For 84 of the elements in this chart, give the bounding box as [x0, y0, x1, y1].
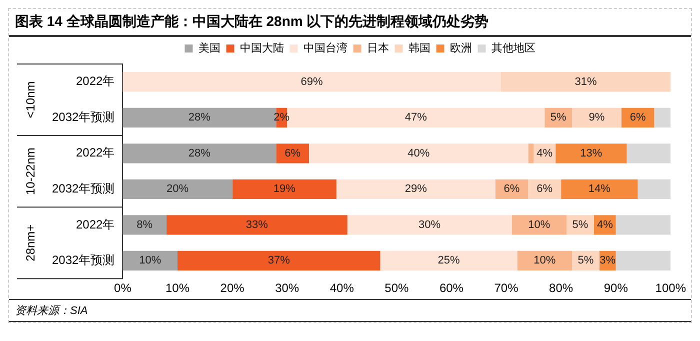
data-label: 19% [273, 183, 296, 196]
x-tick-label: 0% [114, 281, 132, 296]
data-label: 40% [408, 147, 430, 160]
bar [500, 72, 671, 92]
text: 10-22nm [23, 148, 38, 195]
bar [512, 215, 567, 235]
bar [638, 179, 671, 200]
data-label: 3% [600, 254, 616, 267]
bar [654, 108, 671, 128]
x-tick-label: 20% [220, 281, 245, 296]
bar [166, 215, 348, 235]
bar [616, 215, 671, 235]
data-label: 5% [572, 218, 588, 231]
x-tick-label: 30% [275, 281, 300, 296]
legend-label: 美国 [198, 42, 220, 55]
legend-label: 欧洲 [450, 42, 472, 55]
bar [122, 72, 501, 92]
data-label: 28% [188, 147, 211, 160]
data-label: 14% [588, 183, 611, 196]
data-label: 69% [300, 76, 323, 88]
chart-title: 图表 14 全球晶圆制造产能：中国大陆在 28nm 以下的先进制程领域仍处劣势 [9, 9, 691, 37]
data-label: 30% [418, 218, 441, 231]
legend-label: 韩国 [408, 42, 430, 55]
data-label: 10% [534, 254, 556, 267]
data-label: 6% [284, 147, 301, 160]
data-label: 29% [404, 183, 428, 196]
text: <10nm [23, 81, 38, 118]
bar [572, 108, 622, 128]
x-tick-label: 70% [494, 281, 519, 296]
x-tick-label: 90% [604, 281, 628, 296]
data-label: 4% [536, 147, 553, 160]
legend-label: 日本 [366, 42, 389, 55]
bar [122, 179, 232, 200]
data-label: 6% [536, 183, 553, 196]
data-label: 31% [574, 76, 597, 88]
bar [517, 250, 572, 271]
bar [122, 215, 167, 235]
y-tick-label: 2032年预测 [52, 110, 115, 124]
data-label: 10% [528, 218, 550, 231]
data-label: 47% [404, 112, 428, 124]
data-label: 4% [596, 218, 614, 231]
bar [561, 179, 638, 200]
legend-label: 其他地区 [491, 42, 536, 55]
data-label: 9% [588, 112, 605, 124]
bar [336, 179, 496, 200]
bar [556, 144, 627, 164]
y-tick-label: 2032年预测 [52, 181, 115, 196]
bar [380, 250, 518, 271]
text: 资料来源：SIA [9, 299, 691, 322]
bar [616, 250, 671, 271]
data-label: 25% [438, 254, 460, 267]
data-label: 6% [504, 183, 520, 196]
x-tick-label: 80% [549, 281, 574, 296]
bar [276, 144, 309, 164]
x-tick-label: 60% [439, 281, 464, 296]
bar [122, 144, 276, 164]
data-label: 28% [188, 112, 211, 124]
bar [232, 179, 336, 200]
data-label: 10% [139, 254, 162, 267]
data-label: 6% [630, 112, 646, 124]
data-label: 33% [246, 218, 268, 231]
y-tick-label: 2032年预测 [52, 253, 115, 268]
bar [347, 215, 512, 235]
legend-label: 中国大陆 [240, 42, 284, 55]
data-label: 13% [580, 147, 602, 160]
data-label: 5% [578, 254, 594, 267]
bar [122, 250, 178, 271]
legend-label: 中国台湾 [303, 42, 348, 55]
bar [177, 250, 380, 271]
bar [626, 144, 671, 164]
data-label: 8% [136, 218, 153, 231]
y-tick-label: 2022年 [76, 146, 115, 160]
x-tick-label: 100% [655, 281, 686, 296]
bar [309, 144, 528, 164]
bar [528, 144, 534, 164]
data-label: 20% [166, 183, 189, 196]
x-tick-label: 50% [384, 281, 410, 296]
data-label: 5% [550, 112, 566, 124]
text: 28nm+ [23, 224, 38, 262]
y-tick-label: 2022年 [76, 217, 115, 232]
x-tick-label: 10% [165, 281, 190, 296]
data-label: 37% [268, 254, 290, 267]
x-tick-label: 40% [330, 281, 354, 296]
y-tick-label: 2022年 [76, 74, 115, 88]
